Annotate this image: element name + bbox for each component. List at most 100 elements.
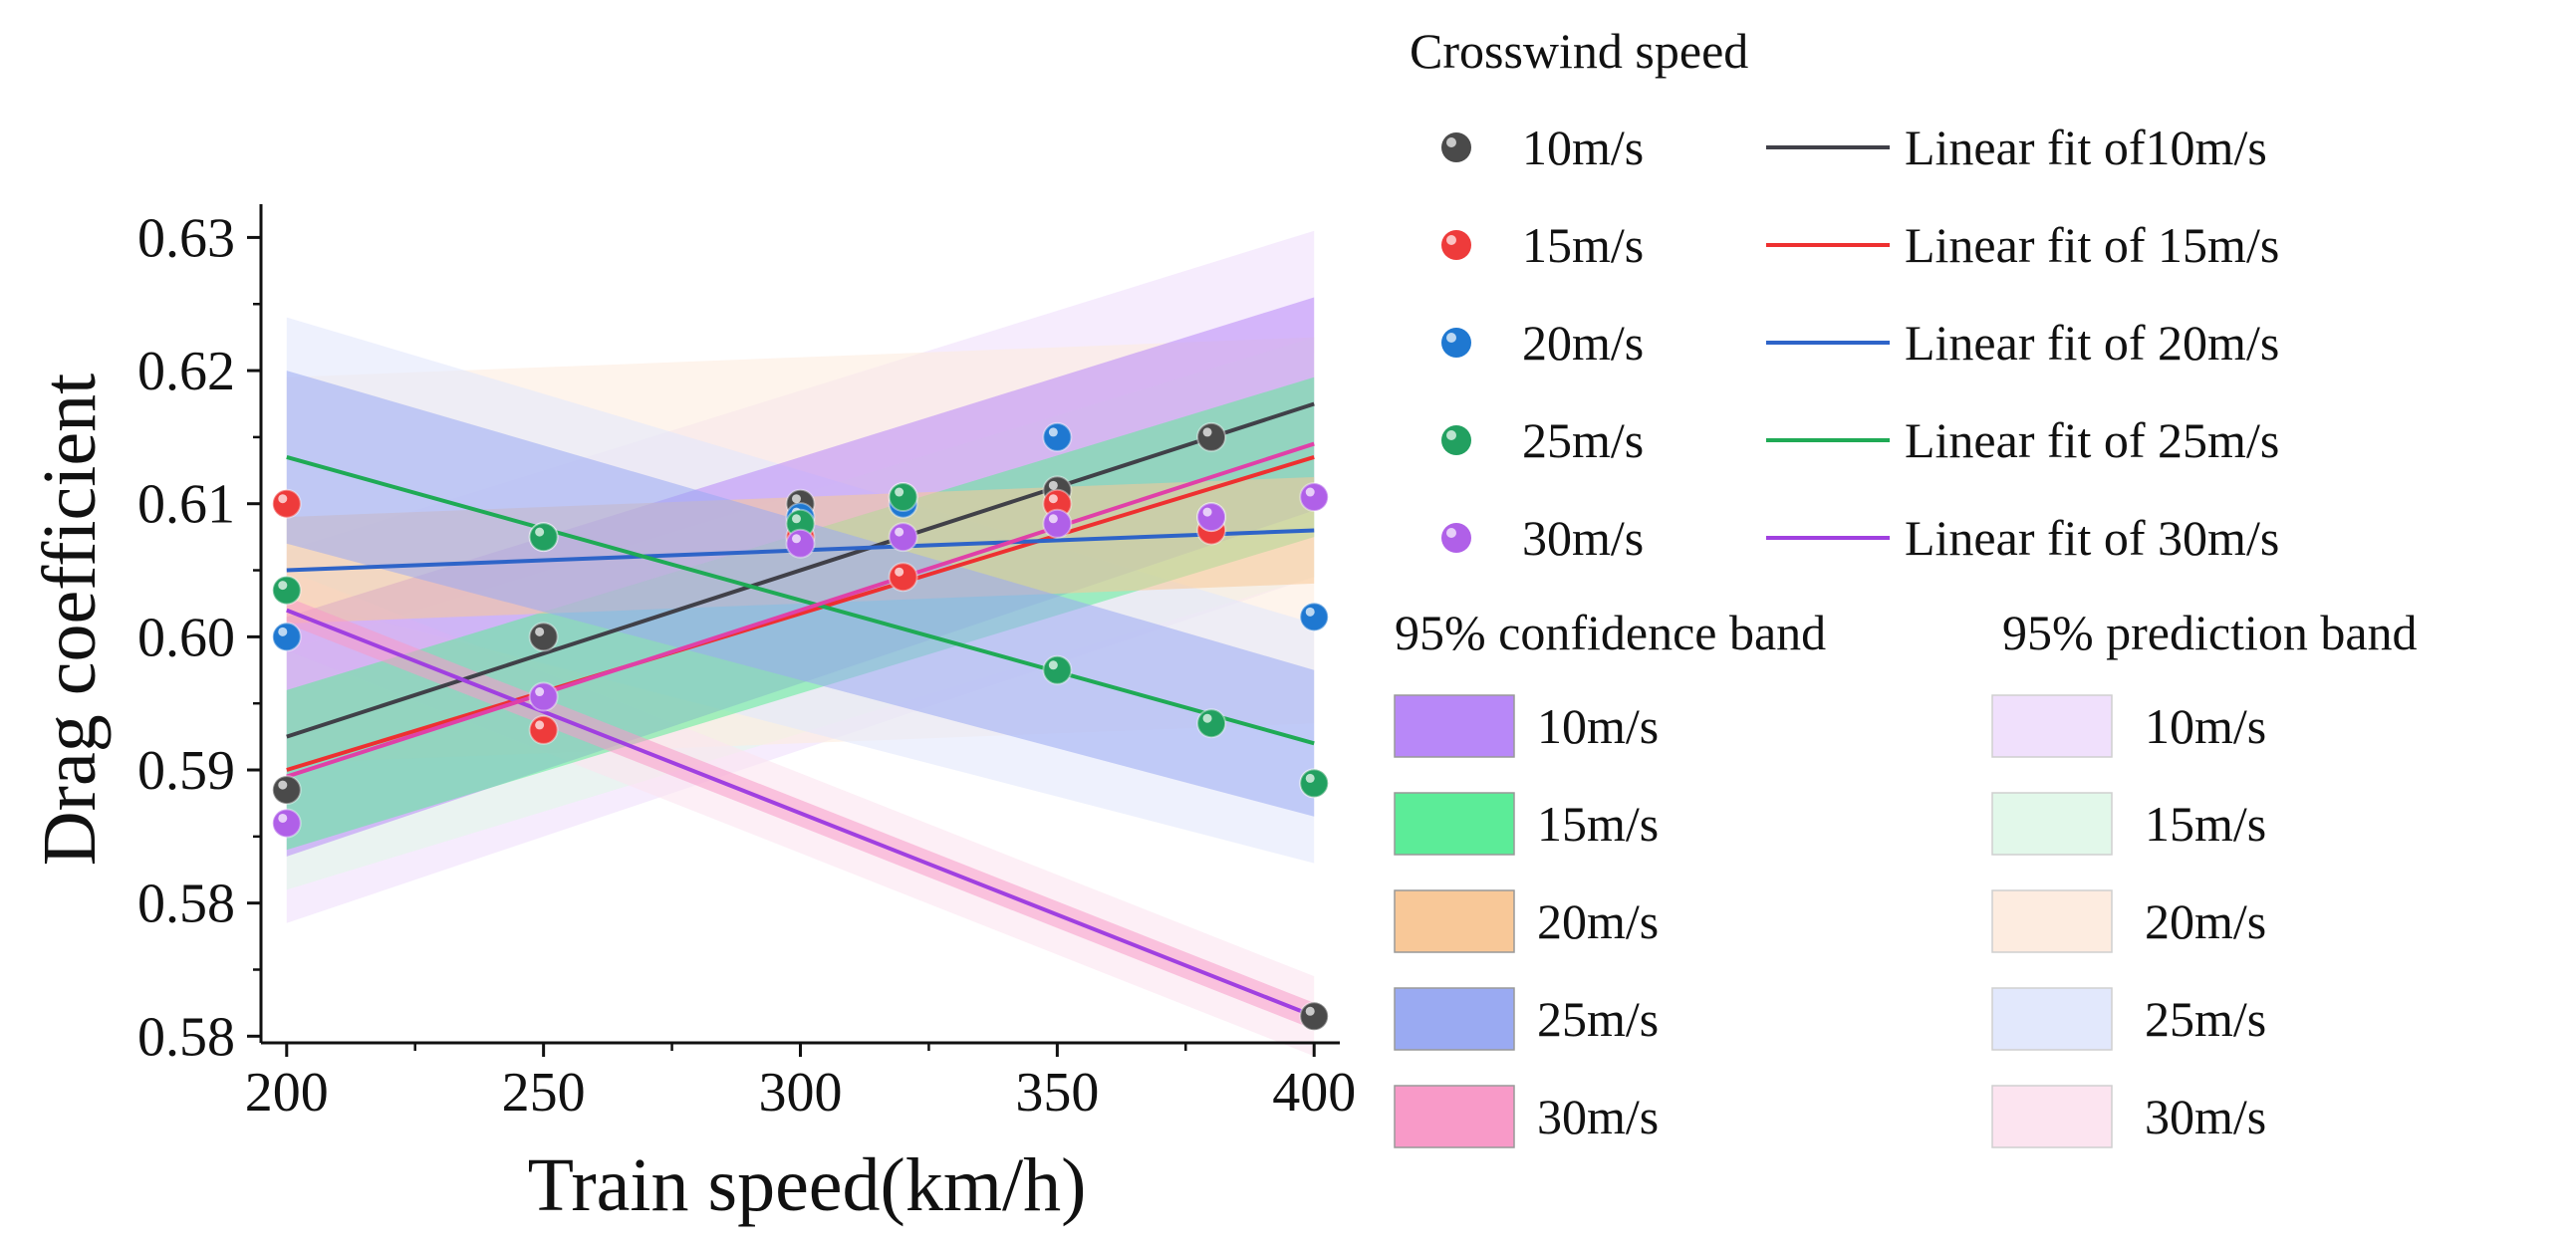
data-point-30m/s-200	[271, 808, 302, 839]
point-highlight	[1305, 607, 1315, 617]
point-highlight	[792, 514, 801, 524]
point-highlight	[535, 627, 545, 636]
data-point-15m/s-320	[888, 562, 918, 593]
y-tick-label: 0.63	[137, 207, 235, 269]
data-point-10m/s-250	[528, 622, 559, 652]
point-highlight	[895, 567, 904, 577]
point-highlight	[278, 813, 288, 823]
legend-series-label: 20m/s	[1522, 315, 1644, 371]
point-highlight	[278, 494, 288, 504]
point-highlight	[1048, 514, 1058, 524]
point-highlight	[535, 687, 545, 697]
data-point-25m/s-400	[1299, 768, 1330, 799]
y-tick-label: 0.58	[137, 874, 235, 935]
prediction-swatch-30m/s	[1991, 1085, 2113, 1148]
confidence-band-label: 25m/s	[1537, 991, 1659, 1047]
legend-marker-highlight	[1446, 137, 1456, 147]
x-tick-label: 200	[245, 1062, 329, 1124]
point-highlight	[792, 494, 801, 504]
legend-series-label: 10m/s	[1522, 120, 1644, 175]
legend-marker-25m/s	[1441, 425, 1471, 455]
confidence-swatch-15m/s	[1394, 792, 1515, 856]
x-tick-label: 350	[1015, 1062, 1099, 1124]
confidence-swatch-20m/s	[1394, 889, 1515, 953]
data-point-25m/s-320	[888, 482, 918, 513]
data-point-20m/s-400	[1299, 602, 1330, 632]
legend-marker-highlight	[1446, 333, 1456, 343]
legend-marker-highlight	[1446, 235, 1456, 245]
legend-fit-label: Linear fit of 25m/s	[1905, 412, 2279, 468]
prediction-swatch-25m/s	[1991, 987, 2113, 1051]
data-point-30m/s-400	[1299, 482, 1330, 513]
y-tick-label: 0.60	[137, 607, 235, 668]
legend-fit-label: Linear fit of 15m/s	[1905, 217, 2279, 273]
point-highlight	[1048, 480, 1058, 490]
legend-series-label: 30m/s	[1522, 510, 1644, 566]
prediction-band-title: 95% prediction band	[2002, 605, 2418, 660]
point-highlight	[792, 534, 801, 544]
y-tick-label: 0.62	[137, 341, 235, 402]
legend-marker-highlight	[1446, 430, 1456, 440]
legend-series-label: 15m/s	[1522, 217, 1644, 273]
points-layer	[271, 421, 1330, 1032]
legend-title: Crosswind speed	[1410, 23, 1748, 79]
point-highlight	[895, 487, 904, 497]
data-point-20m/s-350	[1042, 421, 1073, 452]
data-point-30m/s-350	[1042, 508, 1073, 539]
point-highlight	[535, 527, 545, 537]
confidence-band-title: 95% confidence band	[1395, 605, 1826, 660]
point-highlight	[895, 527, 904, 537]
confidence-band-25m/s	[286, 371, 1315, 817]
fit-line-extra-30m/s	[286, 441, 1315, 779]
data-point-15m/s-250	[528, 714, 559, 745]
legend-marker-20m/s	[1441, 328, 1471, 358]
point-highlight	[278, 627, 288, 636]
legend-marker-10m/s	[1441, 132, 1471, 162]
legend-marker-highlight	[1446, 528, 1456, 538]
prediction-swatch-10m/s	[1991, 694, 2113, 758]
confidence-band-label: 20m/s	[1537, 893, 1659, 949]
legend-fit-label: Linear fit of 30m/s	[1905, 510, 2279, 566]
data-point-25m/s-380	[1196, 708, 1227, 739]
legend-fit-label: Linear fit of10m/s	[1905, 120, 2267, 175]
confidence-swatch-10m/s	[1394, 694, 1515, 758]
y-tick-label: 0.59	[137, 740, 235, 802]
point-highlight	[278, 780, 288, 790]
axes: 0.58 0.58 0.59 0.60 0.61 0.62 0.63 200 250 300 350…	[137, 204, 1356, 1124]
legend-series-label: 25m/s	[1522, 412, 1644, 468]
y-tick-label: 0.58	[137, 1006, 235, 1068]
fit-line-25m/s	[286, 455, 1315, 746]
confidence-band-label: 15m/s	[1537, 796, 1659, 852]
data-point-25m/s-250	[528, 522, 559, 553]
legend-marker-15m/s	[1441, 230, 1471, 260]
fit-line-15m/s	[286, 455, 1315, 772]
confidence-band-label: 10m/s	[1537, 698, 1659, 754]
confidence-band-label: 30m/s	[1537, 1089, 1659, 1144]
data-point-20m/s-200	[271, 622, 302, 652]
confidence-swatch-30m/s	[1394, 1085, 1515, 1148]
data-point-30m/s-250	[528, 681, 559, 712]
point-highlight	[1048, 660, 1058, 670]
x-axis-title: Train speed(km/h)	[528, 1143, 1087, 1227]
point-highlight	[1048, 427, 1058, 437]
prediction-band-label: 20m/s	[2145, 893, 2266, 949]
x-tick-label: 250	[502, 1062, 586, 1124]
y-tick-label: 0.61	[137, 474, 235, 536]
x-tick-label: 400	[1272, 1062, 1356, 1124]
data-point-30m/s-380	[1196, 502, 1227, 533]
legend: Crosswind speed 10m/s Linear fit of10m/s 15…	[1394, 23, 2418, 1148]
point-highlight	[535, 720, 545, 730]
legend-marker-30m/s	[1441, 523, 1471, 553]
point-highlight	[278, 581, 288, 591]
point-highlight	[1202, 427, 1212, 437]
confidence-swatch-25m/s	[1394, 987, 1515, 1051]
bands-layer	[286, 230, 1315, 1057]
prediction-swatch-20m/s	[1991, 889, 2113, 953]
x-tick-label: 300	[759, 1062, 843, 1124]
fit-line-30m/s	[286, 608, 1315, 1019]
prediction-band-label: 10m/s	[2145, 698, 2266, 754]
prediction-band-label: 30m/s	[2145, 1089, 2266, 1144]
prediction-band-label: 15m/s	[2145, 796, 2266, 852]
data-point-30m/s-320	[888, 522, 918, 553]
